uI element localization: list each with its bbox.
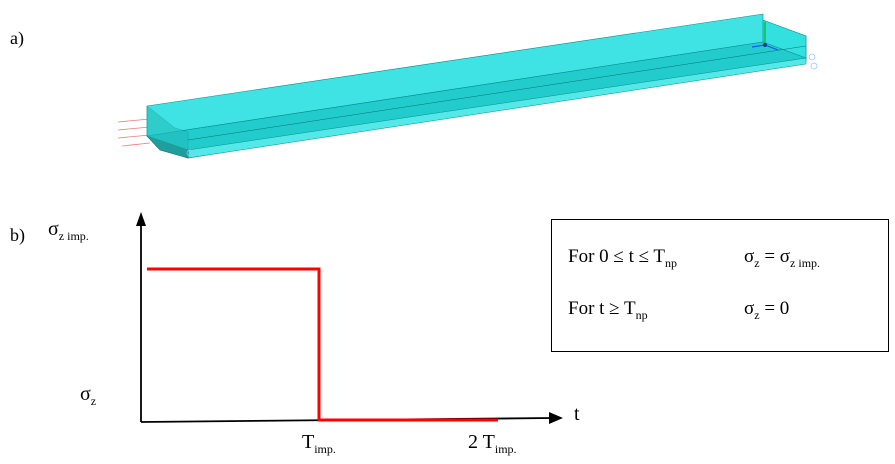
load-arrow <box>121 142 151 147</box>
panel-b-label: b) <box>10 225 25 245</box>
formula-box: For 0 ≤ t ≤ Tnp σz = σz imp. For t ≥ Tnp… <box>551 219 889 352</box>
support-marker <box>810 62 818 70</box>
load-arrow <box>117 118 151 123</box>
beam-model <box>117 13 818 159</box>
beam-seam-line <box>187 45 807 141</box>
panel-a-label: a) <box>10 28 24 48</box>
coordinate-triad <box>751 22 779 51</box>
x-axis-arrowhead <box>549 412 563 424</box>
support-marker <box>186 149 194 157</box>
x-tick-t-imp: Timp. <box>302 431 336 456</box>
beam-end-section <box>146 105 189 159</box>
support-marker <box>808 53 816 61</box>
formula-row-loading: For 0 ≤ t ≤ Tnp σz = σz imp. <box>568 246 821 270</box>
x-axis-label: t <box>574 403 580 425</box>
stress-time-plot <box>136 212 563 424</box>
y-axis-bottom-label: σz <box>80 383 97 408</box>
y-axis-arrowhead <box>136 212 146 226</box>
formula-row-unloading: For t ≥ Tnp σz = 0 <box>568 298 790 322</box>
stress-signal-line <box>147 267 498 422</box>
x-tick-2t-imp: 2 Timp. <box>468 431 517 456</box>
load-arrow <box>117 126 151 131</box>
load-arrow <box>117 134 151 139</box>
y-axis-top-label: σz imp. <box>48 218 89 243</box>
